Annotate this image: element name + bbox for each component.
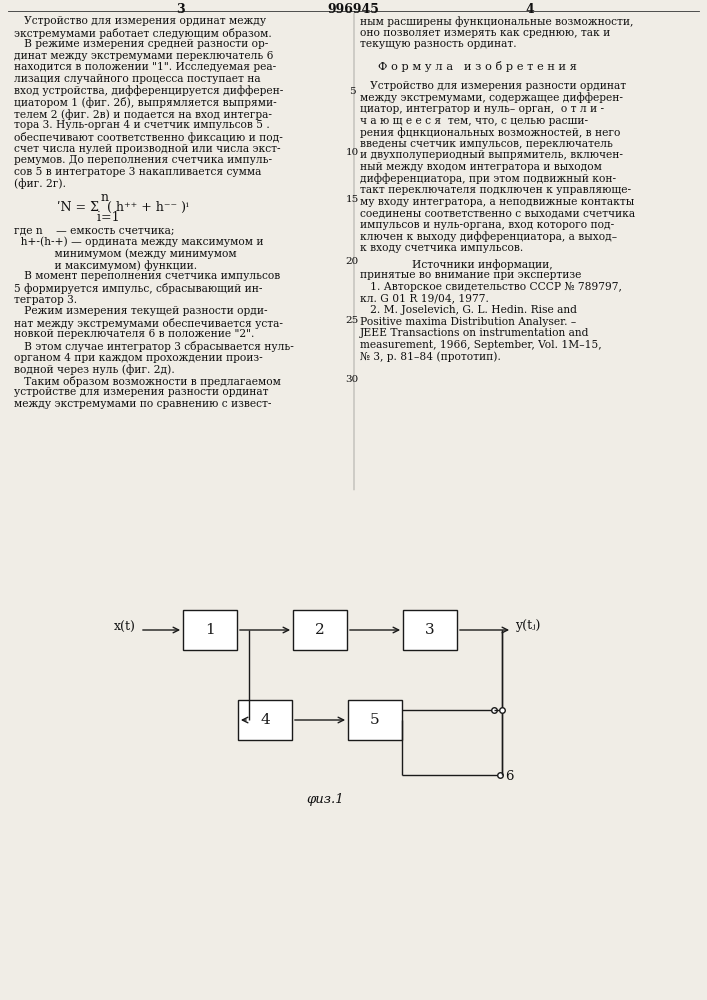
Text: нат между экстремумами обеспечивается уста-: нат между экстремумами обеспечивается ус… xyxy=(14,318,283,329)
Text: ч а ю щ е е с я  тем, что, с целью расши-: ч а ю щ е е с я тем, что, с целью расши- xyxy=(360,116,588,126)
Text: динат между экстремумами переключатель 6: динат между экстремумами переключатель 6 xyxy=(14,51,274,61)
Text: Режим измерения текущей разности орди-: Режим измерения текущей разности орди- xyxy=(14,306,268,316)
Text: 10: 10 xyxy=(346,148,358,157)
Bar xyxy=(348,700,402,740)
Text: где n    — емкость счетчика;: где n — емкость счетчика; xyxy=(14,225,175,235)
Text: 4: 4 xyxy=(525,3,534,16)
Text: к входу счетчика импульсов.: к входу счетчика импульсов. xyxy=(360,243,523,253)
Text: Устройство для измерения разности ординат: Устройство для измерения разности ордина… xyxy=(360,81,626,91)
Text: ный между входом интегратора и выходом: ный между входом интегратора и выходом xyxy=(360,162,602,172)
Text: 6: 6 xyxy=(505,770,513,784)
Text: органом 4 при каждом прохождении произ-: органом 4 при каждом прохождении произ- xyxy=(14,353,263,363)
Text: телем 2 (фиг. 2в) и подается на вход интегра-: телем 2 (фиг. 2в) и подается на вход инт… xyxy=(14,109,272,120)
Text: введены счетчик импульсов, переключатель: введены счетчик импульсов, переключатель xyxy=(360,139,613,149)
Text: x(t): x(t) xyxy=(114,620,136,634)
Text: y(tⱼ): y(tⱼ) xyxy=(515,619,540,633)
Text: между экстремумами по сравнению с извест-: между экстремумами по сравнению с извест… xyxy=(14,399,271,409)
Text: h+-(h-+) — ордината между максимумом и: h+-(h-+) — ордината между максимумом и xyxy=(14,237,264,247)
Text: В этом случае интегратор 3 сбрасывается нуль-: В этом случае интегратор 3 сбрасывается … xyxy=(14,341,294,352)
Text: дифференциатора, при этом подвижный кон-: дифференциатора, при этом подвижный кон- xyxy=(360,174,616,184)
Text: Устройство для измерения ординат между: Устройство для измерения ординат между xyxy=(14,16,266,26)
Text: JEEE Transactions on instrumentation and: JEEE Transactions on instrumentation and xyxy=(360,328,590,338)
Text: В режиме измерения средней разности ор-: В режиме измерения средней разности ор- xyxy=(14,39,269,49)
Text: i=1: i=1 xyxy=(69,211,119,224)
Text: В момент переполнения счетчика импульсов: В момент переполнения счетчика импульсов xyxy=(14,271,280,281)
Text: рения фцнкциональных возможностей, в него: рения фцнкциональных возможностей, в нег… xyxy=(360,127,620,138)
Text: ключен к выходу дифференциатора, а выход–: ключен к выходу дифференциатора, а выход… xyxy=(360,232,617,242)
Text: n: n xyxy=(69,191,109,204)
Text: импульсов и нуль-органа, вход которого под-: импульсов и нуль-органа, вход которого п… xyxy=(360,220,614,230)
Text: ным расширены функциональные возможности,: ным расширены функциональные возможности… xyxy=(360,16,633,27)
Text: Источники информации,: Источники информации, xyxy=(412,259,553,270)
Text: 5 формируется импульс, сбрасывающий ин-: 5 формируется импульс, сбрасывающий ин- xyxy=(14,283,262,294)
Text: минимумом (между минимумом: минимумом (между минимумом xyxy=(14,248,237,259)
Text: Positive maxima Distribution Analyser. –: Positive maxima Distribution Analyser. – xyxy=(360,317,576,327)
Text: (фиг. 2г).: (фиг. 2г). xyxy=(14,178,66,189)
Text: 25: 25 xyxy=(346,316,358,325)
Text: 2. M. Joselevich, G. L. Hedin. Rise and: 2. M. Joselevich, G. L. Hedin. Rise and xyxy=(360,305,577,315)
Text: 3: 3 xyxy=(425,623,435,637)
Bar xyxy=(238,700,292,740)
Text: φиз.1: φиз.1 xyxy=(306,793,344,806)
Text: обеспечивают соответственно фиксацию и под-: обеспечивают соответственно фиксацию и п… xyxy=(14,132,283,143)
Text: циатор, интегратор и нуль– орган,  о т л и -: циатор, интегратор и нуль– орган, о т л … xyxy=(360,104,604,114)
Text: 15: 15 xyxy=(346,195,358,204)
Text: measurement, 1966, September, Vol. 1M–15,: measurement, 1966, September, Vol. 1M–15… xyxy=(360,340,602,350)
Text: 5: 5 xyxy=(370,713,380,727)
Text: тегратор 3.: тегратор 3. xyxy=(14,295,77,305)
Text: между экстремумами, содержащее дифферен-: между экстремумами, содержащее дифферен- xyxy=(360,92,623,103)
Text: Таким образом возможности в предлагаемом: Таким образом возможности в предлагаемом xyxy=(14,376,281,387)
Text: новкой переключателя 6 в положение "2".: новкой переключателя 6 в положение "2". xyxy=(14,329,255,339)
Text: соединены соответственно с выходами счетчика: соединены соответственно с выходами счет… xyxy=(360,208,635,218)
Text: лизация случайного процесса поступает на: лизация случайного процесса поступает на xyxy=(14,74,261,84)
Text: ремумов. До переполнения счетчика импуль-: ремумов. До переполнения счетчика импуль… xyxy=(14,155,272,165)
Text: счет числа нулей производной или числа экст-: счет числа нулей производной или числа э… xyxy=(14,144,281,154)
Text: оно позволяет измерять как среднюю, так и: оно позволяет измерять как среднюю, так … xyxy=(360,28,610,38)
Text: му входу интегратора, а неподвижные контакты: му входу интегратора, а неподвижные конт… xyxy=(360,197,634,207)
Text: сов 5 в интеграторе 3 накапливается сумма: сов 5 в интеграторе 3 накапливается сумм… xyxy=(14,167,262,177)
Text: Ф о р м у л а   и з о б р е т е н и я: Ф о р м у л а и з о б р е т е н и я xyxy=(378,61,577,72)
Text: и максимумом) функции.: и максимумом) функции. xyxy=(14,260,197,271)
Text: экстремумами работает следующим образом.: экстремумами работает следующим образом. xyxy=(14,28,271,39)
Text: 5: 5 xyxy=(349,87,356,96)
Text: такт переключателя подключен к управляюще-: такт переключателя подключен к управляющ… xyxy=(360,185,631,195)
Bar xyxy=(293,610,347,650)
Text: находится в положении "1". Исследуемая реа-: находится в положении "1". Исследуемая р… xyxy=(14,62,276,72)
Text: и двухполупериодный выпрямитель, включен-: и двухполупериодный выпрямитель, включен… xyxy=(360,150,623,160)
Text: ʹN = Σ  ( h⁺⁺ + h⁻⁻ )ⁱ: ʹN = Σ ( h⁺⁺ + h⁻⁻ )ⁱ xyxy=(49,201,189,214)
Text: 3: 3 xyxy=(175,3,185,16)
Text: № 3, p. 81–84 (прототип).: № 3, p. 81–84 (прототип). xyxy=(360,352,501,362)
Text: 30: 30 xyxy=(346,375,358,384)
Text: принятые во внимание при экспертизе: принятые во внимание при экспертизе xyxy=(360,270,581,280)
Text: 1. Авторское свидетельство СССР № 789797,: 1. Авторское свидетельство СССР № 789797… xyxy=(360,282,622,292)
Text: кл. G 01 R 19/04, 1977.: кл. G 01 R 19/04, 1977. xyxy=(360,294,489,304)
Text: 4: 4 xyxy=(260,713,270,727)
Text: устройстве для измерения разности ординат: устройстве для измерения разности ордина… xyxy=(14,387,269,397)
Text: вход устройства, дифференцируется дифферен-: вход устройства, дифференцируется диффер… xyxy=(14,86,284,96)
Text: 2: 2 xyxy=(315,623,325,637)
Bar xyxy=(403,610,457,650)
Bar xyxy=(183,610,237,650)
Text: 20: 20 xyxy=(346,257,358,266)
Text: 1: 1 xyxy=(205,623,215,637)
Text: тора 3. Нуль-орган 4 и счетчик импульсов 5 .: тора 3. Нуль-орган 4 и счетчик импульсов… xyxy=(14,120,270,130)
Text: циатором 1 (фиг. 2б), выпрямляется выпрями-: циатором 1 (фиг. 2б), выпрямляется выпря… xyxy=(14,97,276,108)
Text: 996945: 996945 xyxy=(327,3,379,16)
Text: водной через нуль (фиг. 2д).: водной через нуль (фиг. 2д). xyxy=(14,364,175,375)
Text: текущую разность ординат.: текущую разность ординат. xyxy=(360,39,517,49)
